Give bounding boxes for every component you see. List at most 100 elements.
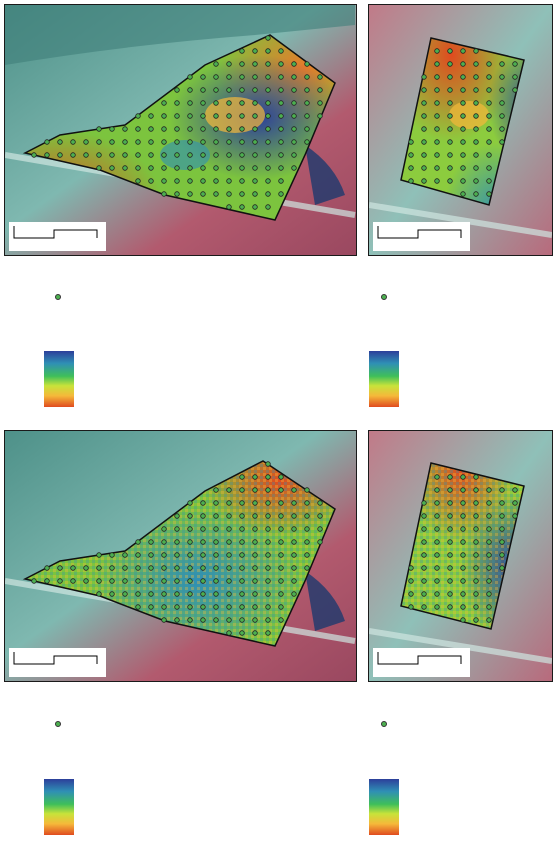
sample-point bbox=[213, 578, 219, 584]
sample-point bbox=[239, 565, 245, 571]
field-boundary bbox=[400, 37, 525, 206]
sample-point bbox=[434, 578, 440, 584]
sample-point bbox=[239, 526, 245, 532]
sample-point bbox=[460, 61, 466, 67]
sample-point bbox=[291, 500, 297, 506]
sample-point bbox=[187, 500, 193, 506]
sample-point bbox=[148, 539, 154, 545]
sample-point bbox=[57, 565, 63, 571]
sample-point bbox=[135, 165, 141, 171]
sample-point bbox=[226, 487, 232, 493]
sample-point bbox=[83, 152, 89, 158]
sample-point bbox=[421, 100, 427, 106]
sample-point bbox=[499, 539, 505, 545]
sample-point bbox=[226, 126, 232, 132]
sample-point bbox=[473, 552, 479, 558]
sample-point-legend-icon bbox=[381, 294, 387, 300]
sample-point bbox=[278, 87, 284, 93]
sample-point bbox=[460, 578, 466, 584]
sample-point bbox=[239, 487, 245, 493]
sample-point bbox=[473, 48, 479, 54]
sample-point bbox=[278, 61, 284, 67]
sample-point bbox=[174, 578, 180, 584]
sample-point bbox=[278, 617, 284, 623]
scale-bar bbox=[9, 648, 106, 677]
sample-point bbox=[252, 539, 258, 545]
color-ramp-legend bbox=[369, 779, 399, 835]
sample-point bbox=[486, 578, 492, 584]
sample-point bbox=[460, 526, 466, 532]
sample-point bbox=[473, 513, 479, 519]
sample-point bbox=[460, 474, 466, 480]
sample-point bbox=[434, 474, 440, 480]
sample-point bbox=[499, 552, 505, 558]
sample-point bbox=[512, 74, 518, 80]
sample-point bbox=[161, 591, 167, 597]
sample-point bbox=[174, 526, 180, 532]
sample-point bbox=[187, 178, 193, 184]
sample-point bbox=[447, 500, 453, 506]
sample-point bbox=[473, 474, 479, 480]
sample-point bbox=[161, 552, 167, 558]
sample-point bbox=[226, 100, 232, 106]
sample-point bbox=[252, 204, 258, 210]
sample-point bbox=[447, 178, 453, 184]
sample-point bbox=[278, 604, 284, 610]
sample-point bbox=[213, 61, 219, 67]
sample-point bbox=[434, 513, 440, 519]
sample-point bbox=[421, 591, 427, 597]
sample-point bbox=[135, 565, 141, 571]
sample-point bbox=[447, 100, 453, 106]
sample-point bbox=[57, 139, 63, 145]
sample-point bbox=[252, 500, 258, 506]
sample-point bbox=[265, 552, 271, 558]
sample-point bbox=[421, 513, 427, 519]
sample-point bbox=[499, 113, 505, 119]
sample-point bbox=[161, 126, 167, 132]
sample-point bbox=[252, 487, 258, 493]
sample-point bbox=[304, 74, 310, 80]
sample-point bbox=[174, 591, 180, 597]
color-ramp-legend bbox=[44, 779, 74, 835]
sample-point bbox=[499, 87, 505, 93]
sample-point bbox=[486, 139, 492, 145]
sample-point bbox=[265, 61, 271, 67]
sample-point bbox=[291, 126, 297, 132]
sample-point bbox=[187, 565, 193, 571]
sample-point bbox=[460, 100, 466, 106]
sample-point bbox=[447, 74, 453, 80]
sample-point bbox=[408, 165, 414, 171]
sample-point bbox=[460, 48, 466, 54]
sample-point bbox=[226, 191, 232, 197]
sample-point bbox=[434, 565, 440, 571]
sample-point bbox=[486, 500, 492, 506]
sample-point bbox=[122, 152, 128, 158]
sample-point bbox=[460, 617, 466, 623]
sample-point bbox=[291, 513, 297, 519]
sample-point bbox=[239, 474, 245, 480]
sample-point bbox=[473, 87, 479, 93]
sample-point bbox=[304, 126, 310, 132]
sample-point bbox=[265, 139, 271, 145]
sample-point bbox=[434, 48, 440, 54]
sample-point bbox=[239, 61, 245, 67]
sample-point bbox=[83, 578, 89, 584]
sample-point bbox=[213, 591, 219, 597]
sample-point bbox=[486, 591, 492, 597]
sample-point bbox=[239, 204, 245, 210]
sample-point bbox=[226, 526, 232, 532]
sample-point bbox=[161, 526, 167, 532]
sample-point bbox=[434, 539, 440, 545]
sample-point bbox=[265, 630, 271, 636]
color-ramp-legend bbox=[44, 351, 74, 407]
sample-point bbox=[161, 565, 167, 571]
sample-point bbox=[200, 578, 206, 584]
sample-point bbox=[161, 604, 167, 610]
sample-point bbox=[174, 539, 180, 545]
sample-point bbox=[239, 152, 245, 158]
sample-point bbox=[135, 139, 141, 145]
sample-point bbox=[499, 126, 505, 132]
sample-point bbox=[226, 604, 232, 610]
sample-point-legend-icon bbox=[381, 721, 387, 727]
sample-point bbox=[434, 165, 440, 171]
